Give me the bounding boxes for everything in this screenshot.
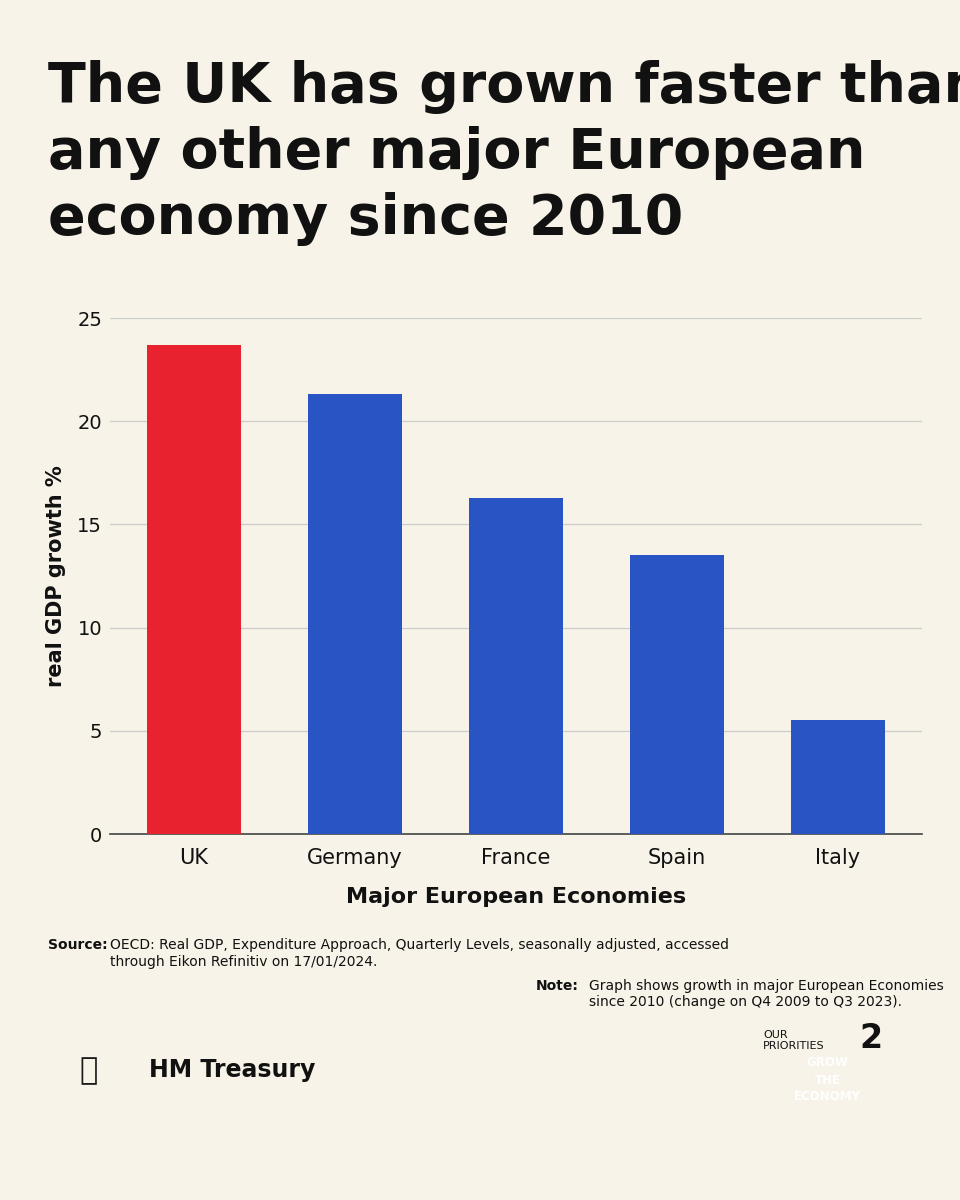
Y-axis label: real GDP growth %: real GDP growth % [46,466,66,686]
Text: 2: 2 [859,1022,882,1056]
Text: HM Treasury: HM Treasury [149,1058,315,1082]
Text: economy since 2010: economy since 2010 [48,192,684,246]
Bar [147,344,241,834]
Text: Source:: Source: [48,938,108,953]
Text: Note:: Note: [536,979,579,994]
Text: GROW
THE
ECONOMY: GROW THE ECONOMY [794,1056,861,1104]
Bar [469,498,563,834]
Text: The UK has grown faster than: The UK has grown faster than [48,60,960,114]
Text: OUR
PRIORITIES: OUR PRIORITIES [763,1030,825,1051]
Text: Graph shows growth in major European Economies
since 2010 (change on Q4 2009 to : Graph shows growth in major European Eco… [589,979,945,1009]
Bar [308,395,401,834]
Text: OECD: Real GDP, Expenditure Approach, Quarterly Levels, seasonally adjusted, acc: OECD: Real GDP, Expenditure Approach, Qu… [110,938,730,968]
Bar [791,720,885,834]
Text: 👑: 👑 [80,1056,98,1085]
Bar [631,556,724,834]
X-axis label: Major European Economies: Major European Economies [346,887,686,907]
Text: any other major European: any other major European [48,126,866,180]
